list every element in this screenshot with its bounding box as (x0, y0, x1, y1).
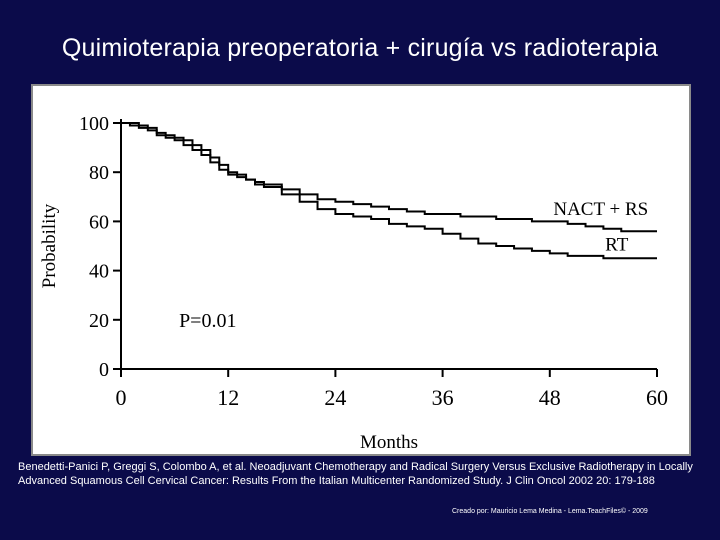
survival-chart-figure: 0 20 40 60 80 100 0 12 24 36 48 60 Months Probabilit… (31, 84, 691, 456)
chart-labels: Months Probability P=0.01 NACT + RS RT (39, 199, 648, 453)
citation-text: Benedetti-Panici P, Greggi S, Colombo A,… (18, 461, 693, 487)
x-tick-label: 12 (217, 385, 239, 410)
p-value-annotation: P=0.01 (179, 310, 236, 332)
x-tick-label: 48 (539, 385, 561, 410)
y-tick-label: 80 (89, 162, 109, 184)
y-tick-label: 20 (89, 310, 109, 332)
x-tick-label: 60 (646, 385, 668, 410)
x-tick-label: 0 (116, 385, 127, 410)
y-tick-label: 0 (99, 359, 109, 381)
chart-axes: 0 20 40 60 80 100 0 12 24 36 48 60 (79, 113, 668, 410)
slide-title: Quimioterapia preoperatoria + cirugía vs… (61, 34, 659, 62)
series-line-rt (121, 122, 657, 260)
chart-series (121, 122, 657, 260)
y-tick-label: 100 (79, 113, 109, 135)
x-tick-label: 24 (324, 385, 346, 410)
x-tick-label: 36 (432, 385, 454, 410)
y-tick-label: 40 (89, 261, 109, 283)
series-label-nact-rs: NACT + RS (553, 199, 648, 220)
series-line-nact-rs (121, 122, 657, 233)
y-axis-label: Probability (39, 203, 60, 288)
credit-text: Creado por: Mauricio Lema Medina - Lema.… (452, 508, 648, 515)
survival-chart: 0 20 40 60 80 100 0 12 24 36 48 60 Months Probabilit… (39, 113, 668, 453)
x-axis-label: Months (360, 432, 418, 453)
y-tick-label: 60 (89, 211, 109, 233)
series-label-rt: RT (605, 234, 629, 255)
